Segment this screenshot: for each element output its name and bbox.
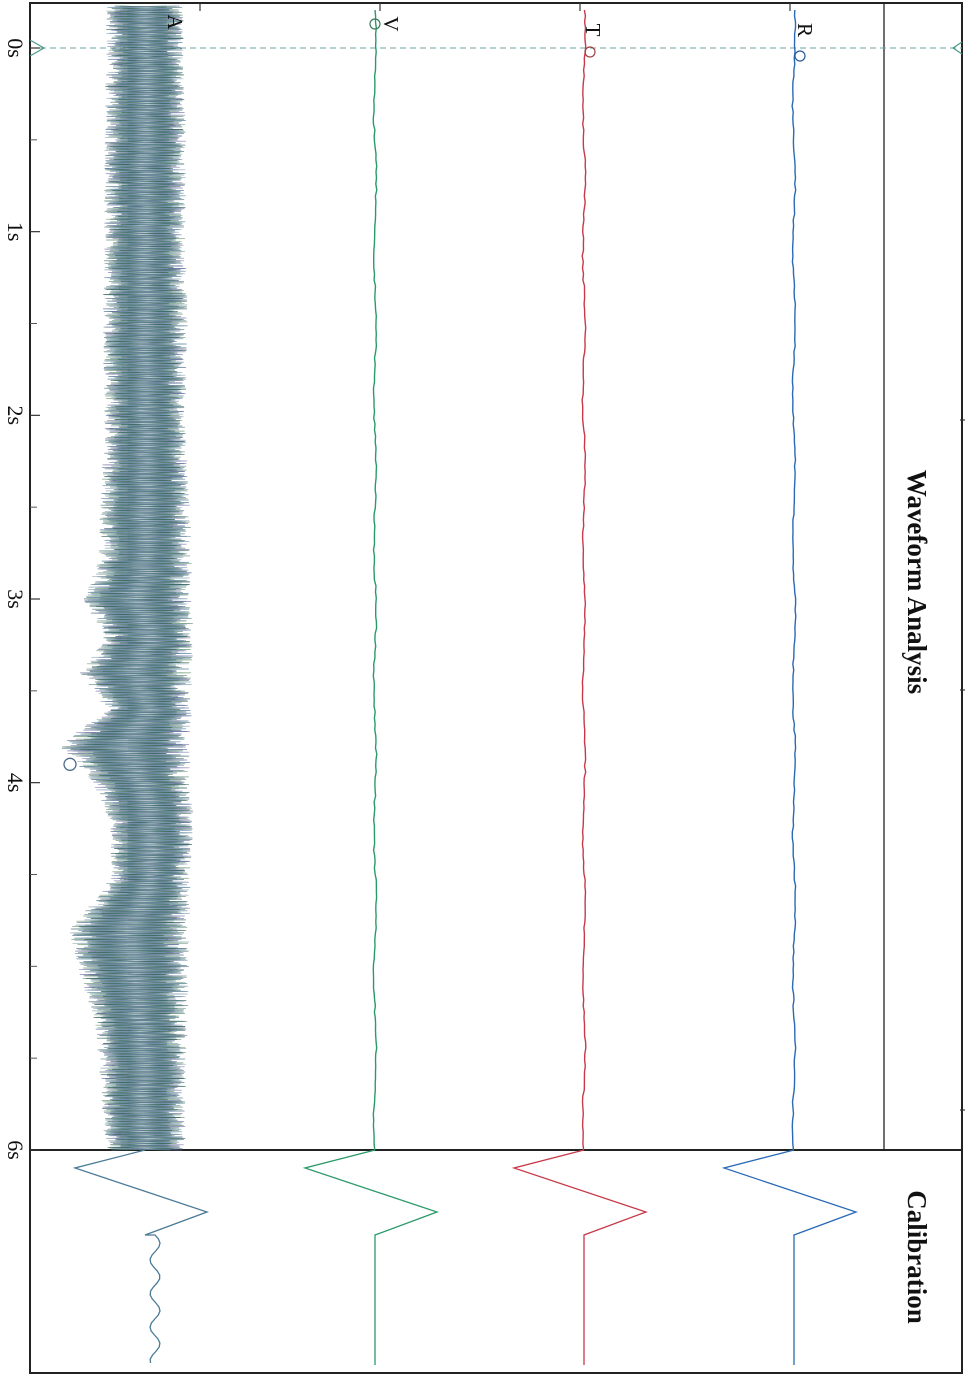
calibration-pulse-a bbox=[72, 1149, 209, 1364]
trace-r bbox=[791, 9, 797, 1151]
channel-label-a: A bbox=[163, 14, 187, 30]
time-tick-label: 1s bbox=[3, 222, 28, 242]
time-tick-label: 0s bbox=[3, 38, 28, 58]
trace-a-layer bbox=[62, 5, 193, 1151]
event-marker bbox=[63, 757, 77, 771]
traces bbox=[61, 5, 797, 1151]
trigger-marker-icon bbox=[29, 39, 46, 57]
frame bbox=[29, 2, 963, 1374]
trigger-end-marker-icon bbox=[951, 41, 963, 55]
trace-a-layer bbox=[70, 5, 192, 1151]
calibration-title: Calibration bbox=[902, 1190, 932, 1324]
time-axis: 0s 1s 2s 3s 4s 6s bbox=[3, 38, 40, 1160]
time-tick-label: 6s bbox=[3, 1140, 28, 1160]
calibration-pulses bbox=[72, 1149, 858, 1365]
calibration-pulse-v bbox=[302, 1149, 439, 1365]
channel-marker-v bbox=[369, 18, 381, 30]
calibration-pulse-r bbox=[721, 1149, 858, 1365]
channel-marker-r bbox=[794, 50, 806, 62]
chart-title: Waveform Analysis bbox=[902, 470, 932, 694]
channel-label-r: R bbox=[793, 23, 817, 37]
outer-border bbox=[29, 2, 963, 1374]
channel-label-t: T bbox=[581, 24, 605, 37]
trace-v bbox=[372, 9, 378, 1151]
time-tick-label: 2s bbox=[3, 406, 28, 426]
time-tick-label: 3s bbox=[3, 589, 28, 609]
border-ticks bbox=[199, 3, 965, 1111]
channel-marker-t bbox=[584, 46, 596, 58]
channel-label-v: V bbox=[379, 16, 403, 31]
trace-t bbox=[581, 9, 587, 1151]
calibration-pulse-t bbox=[511, 1149, 648, 1365]
time-tick-label: 4s bbox=[3, 773, 28, 793]
